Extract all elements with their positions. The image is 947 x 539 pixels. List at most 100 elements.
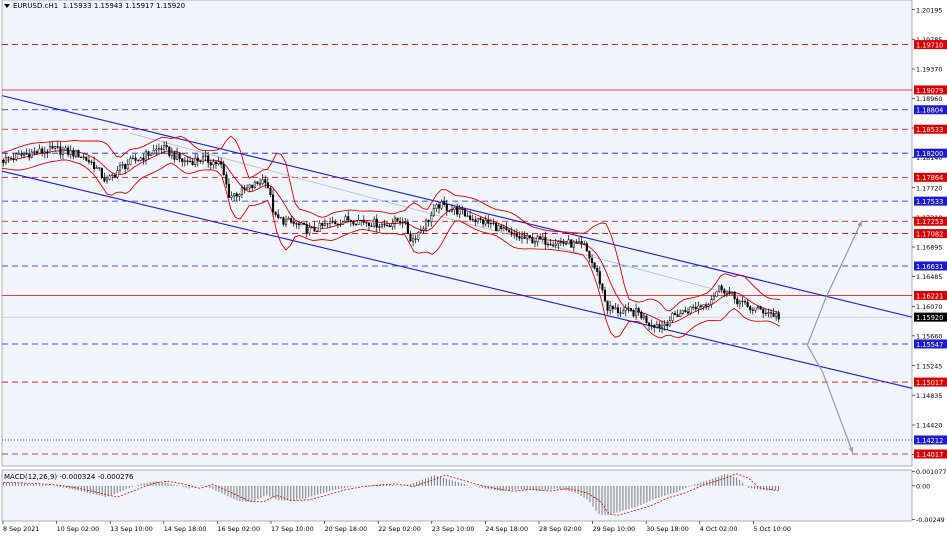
candle-body-162 — [422, 228, 425, 231]
candle-body-299 — [777, 313, 780, 320]
candle-body-248 — [645, 315, 648, 324]
candle-body-121 — [316, 230, 319, 233]
macd-header: MACD(12,26,9) -0.000324 -0.000276 — [4, 473, 134, 481]
date-tick-label-10: 28 Sep 02:00 — [539, 525, 582, 533]
candle-body-13 — [35, 151, 39, 154]
candle-body-73 — [191, 160, 194, 165]
candle-body-251 — [653, 324, 656, 328]
candle-body-3 — [10, 157, 13, 159]
candle-body-151 — [393, 217, 396, 224]
date-tick-label-6: 20 Sep 18:00 — [325, 525, 368, 533]
bollinger-middle — [1, 150, 781, 324]
candle-body-63 — [165, 145, 168, 148]
candle-body-204 — [531, 237, 534, 244]
candle-body-71 — [186, 160, 189, 162]
current-price-label: 1.15920 — [916, 314, 943, 322]
candle-body-203 — [528, 235, 531, 238]
candle-body-218 — [567, 239, 570, 245]
candle-body-185 — [482, 219, 485, 225]
level-label-8: 1.17082 — [916, 230, 943, 238]
candle-body-15 — [41, 148, 44, 154]
projection-arrowhead-down — [848, 447, 854, 454]
candle-body-66 — [173, 152, 176, 160]
candle-body-95 — [248, 184, 251, 189]
price-tick-label-2: 1.19370 — [916, 66, 942, 74]
candle-body-39 — [103, 177, 106, 182]
candle-body-221 — [575, 241, 578, 244]
candle-body-212 — [552, 244, 555, 246]
price-tick-label-14: 1.14420 — [916, 422, 942, 430]
candle-body-135 — [352, 221, 355, 225]
candle-body-243 — [632, 309, 635, 317]
candle-body-88 — [230, 195, 233, 198]
candle-body-99 — [259, 183, 262, 185]
date-tick-label-1: 10 Sep 02:00 — [57, 525, 100, 533]
level-label-bg-13 — [914, 435, 947, 445]
candle-body-4 — [12, 158, 15, 160]
candle-body-206 — [536, 236, 539, 243]
price-tick-label-11: 1.15660 — [916, 332, 942, 340]
candle-body-252 — [655, 324, 658, 328]
candle-body-279 — [725, 290, 728, 294]
candle-body-196 — [510, 231, 513, 235]
dropdown-triangle-icon[interactable] — [4, 4, 10, 8]
candle-body-31 — [82, 156, 85, 158]
macd-tick-label-2: -0.00249 — [916, 516, 945, 524]
candle-body-275 — [715, 291, 718, 297]
level-label-3: 1.18533 — [916, 126, 943, 134]
candle-body-46 — [121, 164, 124, 166]
candle-body-142 — [370, 225, 373, 227]
candle-body-30 — [80, 156, 83, 159]
level-label-4: 1.18200 — [916, 150, 943, 158]
candle-body-232 — [603, 289, 607, 302]
candle-body-68 — [178, 152, 181, 160]
candle-body-269 — [699, 305, 702, 307]
candle-body-75 — [196, 157, 199, 162]
date-tick-label-0: 8 Sep 2021 — [3, 525, 39, 533]
candle-body-113 — [295, 223, 298, 225]
candle-body-115 — [300, 222, 303, 226]
candle-body-141 — [367, 222, 371, 227]
projection-arrow-up — [806, 220, 863, 346]
candle-body-190 — [495, 222, 498, 232]
level-label-0: 1.19710 — [916, 41, 943, 49]
candle-body-94 — [246, 187, 249, 190]
candle-body-241 — [627, 307, 630, 309]
candle-body-48 — [126, 164, 129, 170]
candle-body-245 — [637, 308, 640, 313]
candle-body-171 — [445, 204, 448, 211]
candle-body-98 — [256, 181, 259, 184]
candle-body-250 — [650, 324, 653, 327]
candle-body-217 — [565, 243, 568, 245]
date-tick-label-12: 30 Sep 18:00 — [646, 525, 689, 533]
candle-body-125 — [326, 223, 329, 225]
candle-body-0 — [2, 160, 5, 164]
candle-body-101 — [264, 179, 267, 183]
level-label-9: 1.16631 — [916, 263, 943, 271]
candle-body-41 — [108, 175, 111, 180]
candle-body-234 — [609, 305, 612, 311]
candle-body-27 — [72, 150, 75, 157]
candle-body-170 — [443, 201, 446, 205]
level-label-bg-5 — [914, 172, 947, 182]
candle-body-156 — [406, 221, 409, 234]
chart-header: EURUSD.cH1 1.15933 1.15943 1.15917 1.159… — [4, 2, 185, 10]
candle-body-43 — [113, 174, 116, 178]
candle-body-159 — [414, 238, 417, 240]
candle-body-82 — [214, 161, 218, 165]
candle-body-131 — [341, 221, 345, 225]
candle-body-145 — [378, 226, 381, 228]
candle-body-112 — [292, 222, 295, 224]
candle-body-175 — [456, 207, 459, 215]
candle-body-164 — [427, 219, 430, 223]
candle-body-231 — [601, 283, 604, 291]
candle-body-34 — [90, 161, 93, 163]
candle-body-24 — [64, 147, 67, 151]
channel-mid-line — [129, 132, 749, 299]
candle-body-20 — [54, 146, 57, 149]
candle-body-111 — [290, 218, 293, 223]
candle-body-123 — [321, 223, 324, 226]
candle-body-152 — [396, 217, 399, 222]
